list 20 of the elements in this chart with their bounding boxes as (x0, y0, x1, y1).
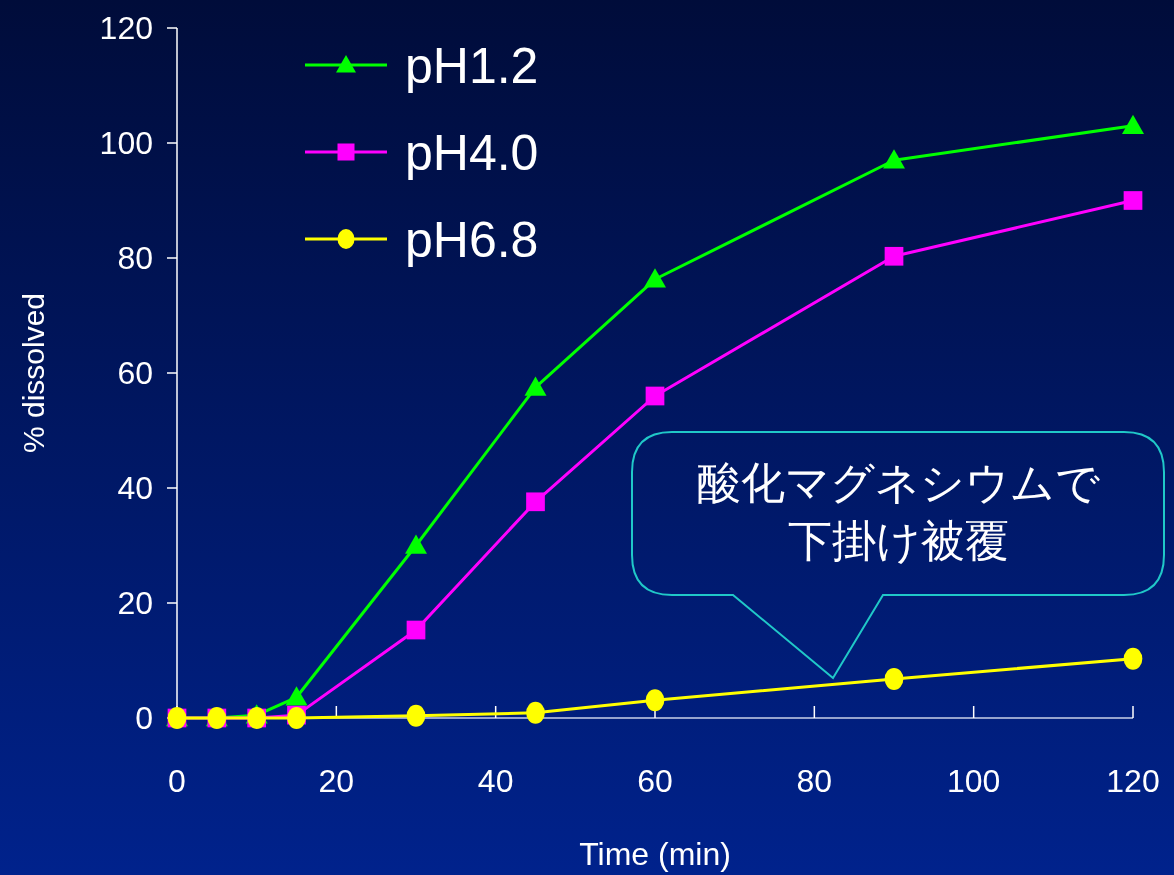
y-tick-label: 40 (117, 470, 153, 506)
x-tick-label: 120 (1106, 763, 1160, 799)
y-tick-label: 120 (99, 10, 153, 46)
legend-label: pH1.2 (405, 38, 539, 94)
x-tick-label: 20 (318, 763, 355, 799)
y-tick-label: 60 (117, 355, 153, 391)
x-tick-label: 40 (477, 763, 514, 799)
y-axis-title: % dissolved (17, 292, 50, 454)
y-tick-label: 100 (99, 125, 153, 161)
y-tick-label: 80 (117, 240, 153, 276)
legend-label: pH4.0 (405, 125, 539, 181)
x-tick-label: 80 (796, 763, 833, 799)
x-tick-label: 0 (168, 763, 186, 799)
x-tick-label: 60 (637, 763, 673, 799)
y-tick-label: 20 (117, 585, 153, 621)
annotation: 酸化マグネシウムで下掛け被覆 (696, 458, 1100, 565)
x-axis-title: Time (min) (579, 836, 731, 872)
x-tick-label: 100 (946, 763, 1001, 799)
legend-label: pH6.8 (405, 212, 539, 268)
y-tick-label: 0 (135, 700, 153, 736)
